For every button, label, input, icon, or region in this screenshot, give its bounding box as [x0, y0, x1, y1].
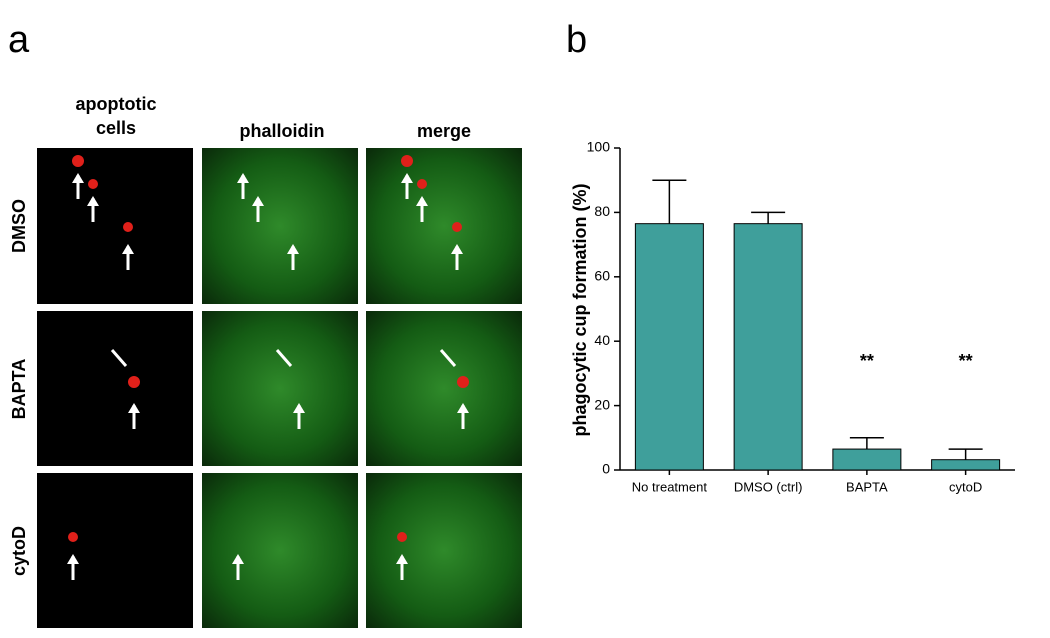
row-label: cytoD	[9, 526, 29, 576]
column-header: phalloidin	[240, 121, 325, 141]
row-label: DMSO	[9, 199, 29, 253]
micrograph-grid	[37, 148, 522, 628]
micrograph	[37, 473, 193, 628]
y-axis-label: phagocytic cup formation (%)	[570, 183, 590, 436]
y-tick-label: 0	[602, 461, 610, 477]
micrograph	[366, 148, 522, 304]
row-label: BAPTA	[9, 359, 29, 420]
significance-label: **	[959, 351, 973, 371]
apoptotic-cells	[68, 155, 469, 542]
y-tick-label: 40	[594, 332, 610, 348]
micrograph	[202, 311, 358, 466]
bar	[733, 223, 803, 471]
y-tick-label: 80	[594, 203, 610, 219]
x-tick-label: DMSO (ctrl)	[734, 479, 803, 494]
y-tick-label: 100	[587, 139, 611, 155]
micrograph	[37, 148, 193, 304]
column-header: apoptotic cells	[76, 94, 157, 138]
y-tick-label: 60	[594, 268, 610, 284]
x-tick-label: cytoD	[949, 479, 982, 494]
panel-label: b	[566, 19, 587, 61]
bar	[634, 223, 704, 471]
y-tick-label: 20	[594, 396, 610, 412]
arrows	[65, 171, 471, 582]
significance-label: **	[860, 351, 874, 371]
micrograph	[366, 473, 522, 628]
micrograph	[366, 311, 522, 466]
x-tick-label: BAPTA	[846, 479, 888, 494]
micrograph	[202, 473, 358, 628]
x-tick-label: No treatment	[632, 479, 708, 494]
bar	[832, 448, 902, 471]
micrograph	[37, 311, 193, 466]
column-header: merge	[417, 121, 471, 141]
panel-label: a	[8, 19, 30, 61]
micrograph	[202, 148, 358, 304]
bar	[931, 459, 1001, 471]
